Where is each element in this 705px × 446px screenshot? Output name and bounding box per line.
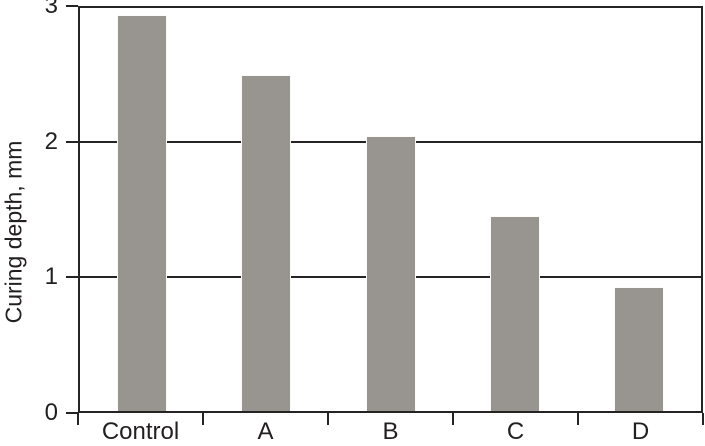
plot-area — [78, 6, 703, 413]
x-category-label-b: B — [382, 418, 399, 445]
bar-c — [489, 216, 540, 411]
bar-d — [613, 287, 664, 411]
y-tick-label-2: 2 — [44, 127, 58, 155]
bar-b — [365, 135, 416, 411]
x-tick-mark-2 — [327, 413, 329, 425]
x-tick-mark-3 — [452, 413, 454, 425]
y-tick-label-3: 3 — [44, 0, 58, 19]
y-tick-mark-1 — [66, 276, 78, 279]
bar-a — [241, 75, 292, 411]
y-tick-mark-0 — [66, 412, 78, 414]
x-category-label-a: A — [257, 418, 274, 445]
y-axis-label: Curing depth, mm — [0, 140, 27, 324]
y-tick-mark-2 — [66, 140, 78, 143]
bar-control — [117, 14, 168, 411]
x-category-label-c: C — [506, 418, 525, 445]
x-category-label-control: Control — [101, 418, 180, 445]
y-tick-label-1: 1 — [44, 263, 58, 291]
x-tick-mark-5 — [702, 413, 704, 425]
x-tick-mark-0 — [77, 413, 79, 425]
x-tick-mark-1 — [202, 413, 204, 425]
y-tick-mark-3 — [66, 5, 78, 7]
x-category-label-d: D — [631, 418, 650, 445]
y-tick-label-0: 0 — [44, 399, 58, 426]
x-tick-mark-4 — [577, 413, 579, 425]
